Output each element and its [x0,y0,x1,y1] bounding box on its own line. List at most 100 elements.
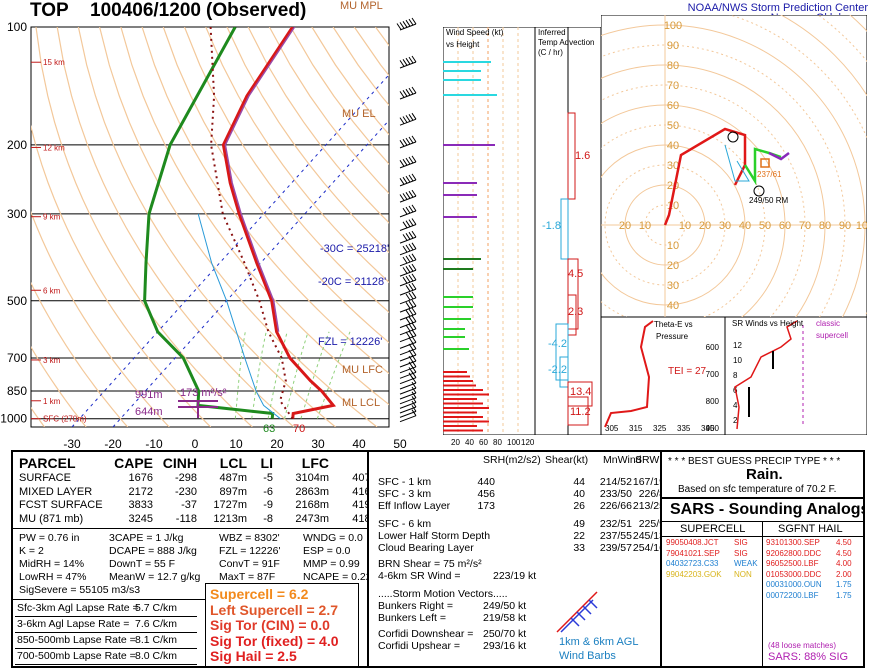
barb-flag [408,56,414,64]
pressure-tick-label: 700 [7,351,27,365]
barb-staff [399,259,417,267]
composite-param: Sig Hail = 2.5 [210,648,297,664]
barb-flag [402,267,408,274]
parcel-header: LI [260,455,273,471]
barb-flag [402,193,408,200]
thetae-frame [601,317,725,435]
hodo-frame [601,15,867,317]
parcel-cell: 2473m [295,512,329,525]
barb-staff [399,61,417,69]
wetbulb-profile [197,213,281,420]
tadv-value: -2.2 [548,364,567,376]
parcel-cell: -118 [175,512,197,525]
sars-sc-id: 99050408.JCT [666,538,719,547]
precip-panel: * * * BEST GUESS PRECIP TYPE * * * Rain.… [660,450,865,500]
lapse-value: 7.6 C/km [135,618,178,630]
lapse-label: 3-6km Agl Lapse Rate = [17,618,130,630]
tadv-bar [555,323,569,381]
dry-adiabat [120,27,389,406]
barb-flag [405,57,411,65]
wind-barb [399,204,417,218]
kin-cell: 239/57 [599,542,632,554]
barb-flag [402,59,408,66]
kin-cell: 245/13 [632,530,664,542]
barb-flag [399,160,405,167]
sr-wind-value: 223/19 kt [493,570,537,582]
barb-flag [402,245,408,253]
sars-hail-id: 01053000.DDC [766,569,822,579]
parcel-trace [209,27,294,420]
barb-flag [402,138,408,146]
barb-flag [408,283,414,291]
barb-flag [411,322,417,330]
hodo-trace-high [768,151,790,161]
srw-label2: supercell [816,331,849,340]
parcel-cell: -6 [263,485,273,498]
dry-adiabat [247,27,389,224]
kin-cell: 254/16 [632,542,664,554]
barb-staff [399,248,417,256]
thetae-x-label: 305 [605,424,619,433]
barb-flag [411,409,417,416]
hodo-x-label: 40 [739,220,751,232]
parcel-header: EL [329,455,369,472]
barb-flag [405,302,411,309]
thetae-x-label: 315 [629,424,643,433]
index-value: NCAPE = 0.22 [303,571,371,583]
wspd-title2: vs Height [446,40,480,49]
wind-barb [399,189,417,203]
barb-flag [405,115,411,122]
srw-label1: classic [816,319,841,328]
wspd-title1: Wind Speed (kt) [446,28,504,37]
barb-flag [402,234,408,241]
tadv-bar [567,258,579,330]
corfidi-up-label: Corfidi Upshear = [378,640,460,652]
parcel-cell: -298 [174,472,197,484]
tadv-bar [567,381,593,407]
barb-flag [402,176,408,184]
moist-adiabat [267,331,288,419]
kinematic-table: SRH(m2/s2) Shear(kt) MnWind SRW SFC - 1 km 44… [373,454,662,652]
wind-barb [399,307,417,321]
barb-staff [399,377,417,385]
barb-staff [399,92,417,100]
index-value: 3CAPE = 1 J/kg [109,532,184,544]
sars-hail-val: 4.50 [836,538,852,547]
hodo-x-label: 10 [679,220,691,232]
barb-staff [399,305,417,313]
parcel-row: MIXED LAYER 2172 -230 897m -6 2863m 41679' [19,486,369,500]
barb-flag [411,291,417,299]
barb-flag [570,617,580,627]
composite-param: Sig Tor (fixed) = 4.0 [210,632,339,649]
barb-flag [411,381,417,389]
wspd-tick-label: 40 [465,438,474,447]
kin-cell: 26 [573,500,585,512]
lapse-label: 700-500mb Lapse Rate = [17,650,136,662]
parcel-cell: MIXED LAYER [19,485,93,498]
barb-staff [399,328,417,336]
thetae-p-label: 800 [706,397,720,406]
kin-header-row: SRH(m2/s2) Shear(kt) MnWind SRW [373,454,661,468]
hodo-y-label: 90 [667,40,679,52]
parcel-cell: -37 [181,499,197,511]
barb-flag [411,386,417,394]
hodo-x-label: 80 [819,220,831,232]
corfidi-down-label: Corfidi Downshear = [378,628,474,640]
sars-panel: SARS - Sounding Analogs SUPERCELL SGFNT … [660,497,865,668]
parcel-row: FCST SURFACE 3833 -37 1727m -9 2168m 41993' [19,499,369,513]
barb-flag [402,116,408,123]
wind-speed-panel [443,27,535,435]
hodo-x-label: 50 [759,220,771,232]
barb-staff [399,210,417,218]
temp-tick-label: 20 [270,437,284,448]
index-value: SigSevere = 55105 m3/s3 [19,584,141,596]
kin-cell: Cloud Bearing Layer [378,542,474,554]
barb-staff [399,341,417,349]
parcel-cell: 897m [219,485,247,498]
barb-flag [408,114,414,121]
kin-cell: 226/8 [638,488,664,500]
temp-tick-label: 0 [192,437,199,448]
hodo-x-label: 20 [699,220,711,232]
temp-tick-label: 30 [311,437,325,448]
